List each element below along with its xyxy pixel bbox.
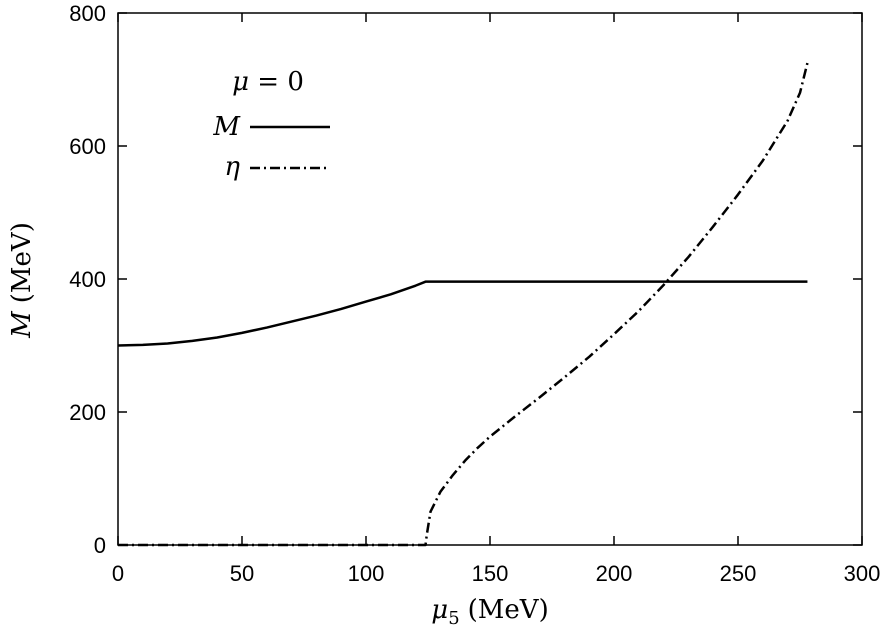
axis-ticks: 0 50 100 150 200 250 300 0 200 400 600 800 xyxy=(69,1,880,586)
y-tick-label: 600 xyxy=(69,134,106,159)
legend-label-m: M xyxy=(212,112,241,142)
legend-title: μ = 0 xyxy=(232,67,304,97)
series-line-eta xyxy=(118,62,809,547)
x-tick-label: 200 xyxy=(596,561,633,586)
x-tick-label: 100 xyxy=(348,561,385,586)
series-layer xyxy=(117,62,809,547)
legend-label-eta: η xyxy=(224,152,240,182)
x-tick-label: 0 xyxy=(112,561,124,586)
y-tick-label: 800 xyxy=(69,1,106,26)
y-tick-label: 200 xyxy=(69,400,106,425)
y-tick-label: 0 xyxy=(94,533,106,558)
series-line-m xyxy=(117,280,808,347)
x-tick-label: 150 xyxy=(472,561,509,586)
x-tick-label: 50 xyxy=(230,561,254,586)
x-tick-label: 300 xyxy=(844,561,881,586)
legend: μ = 0 M η xyxy=(212,67,330,182)
plot-frame xyxy=(117,12,863,546)
y-axis-label: M(MeV) xyxy=(7,222,37,339)
x-tick-label: 250 xyxy=(720,561,757,586)
x-axis-label: μ5 (MeV) xyxy=(431,595,548,629)
y-tick-label: 400 xyxy=(69,267,106,292)
